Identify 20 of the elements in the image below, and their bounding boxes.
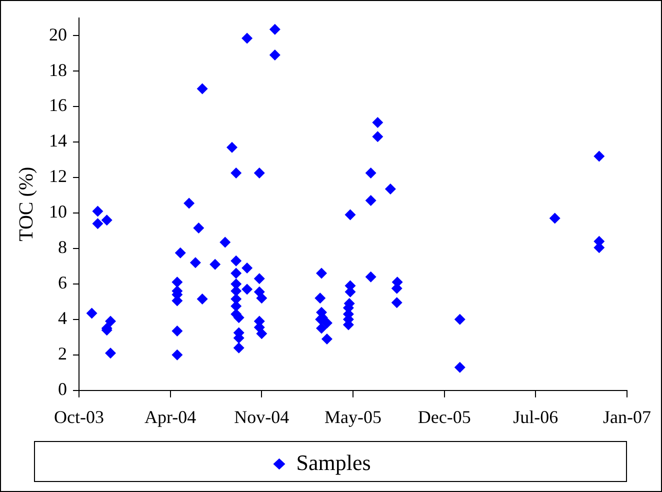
x-tick-label: Dec-05 [418, 406, 471, 427]
y-tick-label: 12 [49, 166, 67, 186]
y-tick-label: 0 [58, 379, 67, 400]
x-tick-label: May-05 [324, 406, 382, 427]
y-tick-label: 2 [58, 344, 67, 364]
y-axis-title: TOC (%) [15, 166, 38, 242]
y-tick-label: 8 [58, 237, 67, 258]
x-tick-label: Jan-07 [603, 406, 652, 427]
x-tick-label: Oct-03 [54, 406, 104, 427]
y-tick-label: 18 [49, 60, 67, 80]
x-tick-label: Nov-04 [234, 406, 290, 427]
y-tick-label: 10 [49, 202, 67, 222]
y-tick-label: 16 [49, 95, 67, 116]
y-tick-label: 20 [49, 24, 67, 44]
x-tick-label: Jul-06 [513, 406, 558, 427]
x-tick-label: Apr-04 [144, 406, 196, 427]
legend-label: Samples [296, 450, 371, 475]
y-tick-label: 4 [58, 308, 67, 328]
y-tick-label: 14 [49, 130, 67, 151]
y-tick-label: 6 [58, 272, 67, 293]
